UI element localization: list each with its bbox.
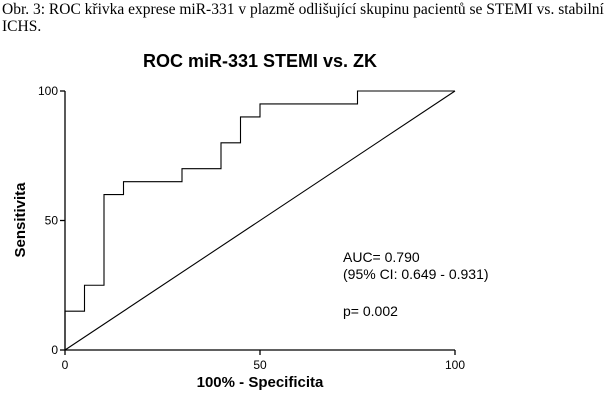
roc-curve-line	[64, 90, 455, 350]
y-tick-label-2: 100	[38, 84, 58, 98]
x-tick-label-2: 100	[445, 358, 465, 372]
x-tick-label-1: 50	[253, 358, 267, 372]
reference-diagonal-line	[64, 90, 456, 351]
p-value-annotation: p= 0.002	[343, 303, 398, 319]
y-axis-label: Sensitivita	[12, 182, 29, 258]
chart-title: ROC miR-331 STEMI vs. ZK	[143, 51, 377, 71]
y-tick-label-1: 50	[45, 214, 59, 228]
ci-annotation: (95% CI: 0.649 - 0.931)	[343, 266, 489, 282]
x-tick-label-0: 0	[62, 358, 69, 372]
y-tick-label-0: 0	[51, 343, 58, 357]
x-axis-label: 100% - Specificita	[197, 374, 324, 391]
auc-annotation: AUC= 0.790	[343, 249, 420, 265]
figure-caption: Obr. 3: ROC křivka exprese miR-331 v pla…	[2, 1, 604, 35]
